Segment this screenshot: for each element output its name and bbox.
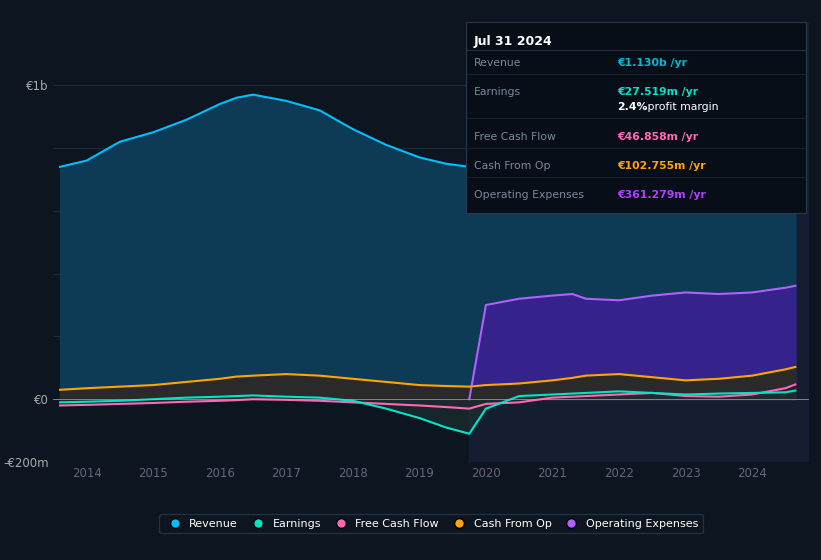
Text: €27.519m /yr: €27.519m /yr bbox=[617, 87, 699, 97]
Text: Cash From Op: Cash From Op bbox=[474, 161, 550, 171]
Text: €46.858m /yr: €46.858m /yr bbox=[617, 132, 699, 142]
Text: Revenue: Revenue bbox=[474, 58, 521, 68]
Text: 2.4%: 2.4% bbox=[617, 102, 648, 113]
Text: €1.130b /yr: €1.130b /yr bbox=[617, 58, 687, 68]
Text: Jul 31 2024: Jul 31 2024 bbox=[474, 35, 553, 48]
Text: profit margin: profit margin bbox=[644, 102, 719, 113]
Bar bbox=[470, 22, 821, 462]
Text: Earnings: Earnings bbox=[474, 87, 521, 97]
Legend: Revenue, Earnings, Free Cash Flow, Cash From Op, Operating Expenses: Revenue, Earnings, Free Cash Flow, Cash … bbox=[159, 515, 703, 533]
Text: €102.755m /yr: €102.755m /yr bbox=[617, 161, 706, 171]
Text: Operating Expenses: Operating Expenses bbox=[474, 190, 584, 200]
Text: €361.279m /yr: €361.279m /yr bbox=[617, 190, 706, 200]
Text: Free Cash Flow: Free Cash Flow bbox=[474, 132, 556, 142]
